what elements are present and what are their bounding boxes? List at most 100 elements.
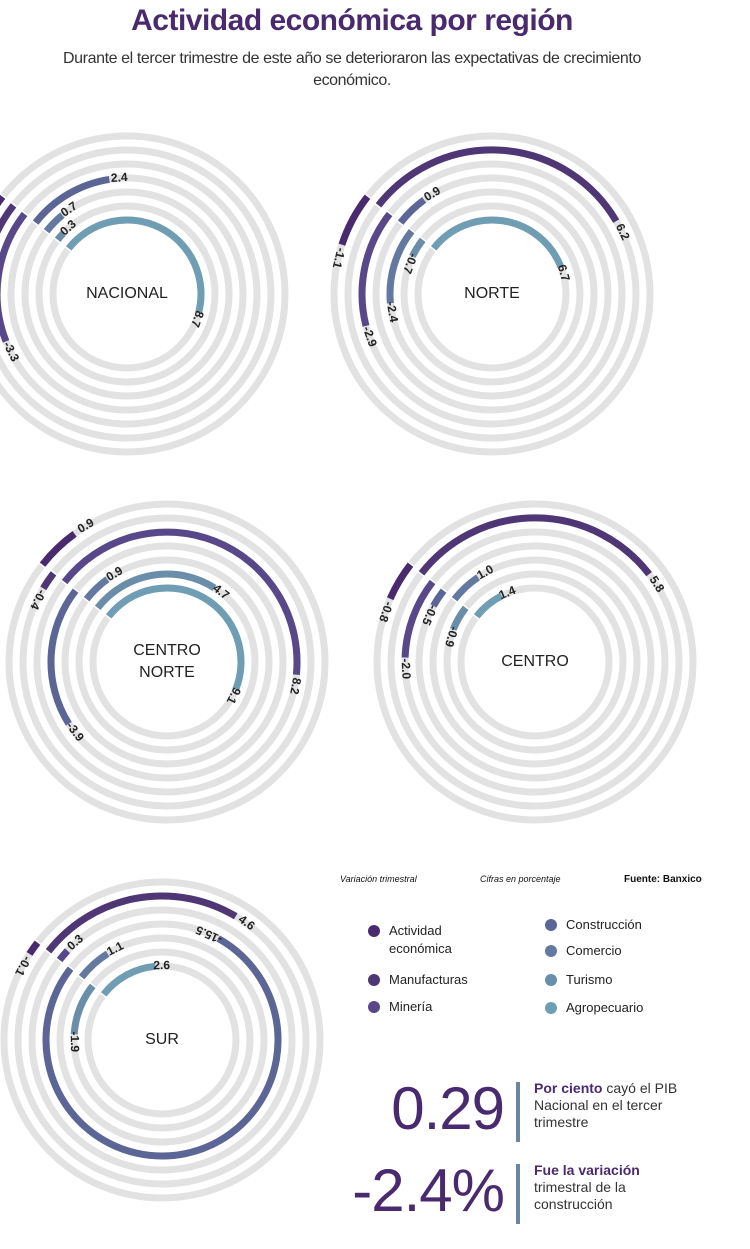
legend-item: Actividad económica [368, 922, 499, 958]
legend-dot [368, 974, 380, 986]
data-label: 1.1 [104, 938, 126, 958]
legend-dot [368, 1001, 380, 1013]
region-label: NORTE [464, 285, 520, 302]
kpi-pib: 0.29 Por ciento cayó el PIB Nacional en … [360, 1075, 690, 1150]
region-label: NORTE [139, 664, 195, 681]
bar-manufacturas [375, 146, 620, 223]
legend-item: Agropecuario [545, 999, 676, 1017]
track-ring [400, 202, 584, 386]
track-ring [70, 948, 254, 1132]
region-label: NACIONAL [86, 285, 168, 302]
kpi-divider [516, 1082, 520, 1142]
region-label: SUR [145, 1031, 179, 1048]
note-source: Fuente: Banxico [624, 874, 702, 885]
legend-label: Construcción [566, 917, 642, 932]
legend-label: Agropecuario [566, 1000, 644, 1015]
kpi-construccion: -2.4% Fue la variación trimestral de la … [352, 1157, 690, 1232]
bar-minería [358, 211, 393, 327]
bar-actividad-económica [0, 194, 6, 207]
bar-actividad-económica [386, 562, 414, 601]
bar-minería [61, 528, 301, 676]
region-label: CENTRO [501, 653, 569, 670]
bar-agropecuario [430, 216, 565, 269]
data-label: -0.9 [442, 625, 461, 649]
track-ring [372, 174, 612, 414]
kpi-rest: trimestral de la construcción [534, 1179, 626, 1212]
data-label: 8.7 [188, 309, 207, 330]
track-ring [21, 188, 233, 400]
track-ring [415, 542, 655, 782]
legend-label: Actividad económica [389, 923, 452, 956]
bar-turismo [54, 231, 66, 242]
bar-agropecuario [100, 962, 156, 997]
track-ring [19, 514, 315, 810]
data-label: 6.7 [555, 263, 573, 283]
track-ring [457, 584, 613, 740]
bar-actividad-económica [26, 940, 41, 956]
data-label: -2.9 [360, 324, 380, 348]
track-ring [7, 174, 247, 414]
bar-turismo [450, 605, 469, 631]
bar-agropecuario [473, 592, 504, 619]
track-ring [401, 528, 669, 796]
legend-label: Turismo [566, 972, 613, 987]
track-ring [443, 570, 627, 754]
data-label: -1.1 [330, 246, 348, 270]
track-ring [47, 542, 287, 782]
track-ring [429, 556, 641, 768]
data-label: -0.7 [400, 251, 420, 276]
kpi-value: 0.29 [391, 1075, 505, 1142]
legend-label: Manufacturas [389, 972, 468, 987]
kpi-text: Fue la variación trimestral de la constr… [534, 1162, 684, 1213]
data-label: -2.4 [384, 301, 401, 324]
note-variation: Variación trimestral [340, 874, 417, 884]
note-units: Cifras en porcentaje [480, 874, 561, 884]
bar-construcción [42, 935, 282, 1160]
bar-turismo [70, 983, 96, 1035]
track-ring [56, 934, 268, 1146]
legend-item: Construcción [545, 916, 676, 934]
track-ring [84, 962, 240, 1118]
legend-label: Minería [389, 999, 433, 1014]
chart-title: Actividad económica por región [131, 4, 573, 37]
kpi-strong: Por ciento [534, 1080, 603, 1096]
legend-label: Comercio [566, 943, 622, 958]
track-ring [0, 878, 324, 1202]
bar-manufacturas [418, 514, 652, 577]
bar-minería [0, 211, 28, 343]
track-ring [373, 500, 697, 824]
bar-construcción [430, 588, 447, 608]
bar-construcción [32, 175, 110, 225]
bar-comercio [386, 229, 415, 304]
data-label: -0.8 [376, 600, 396, 624]
legend-item: Turismo [545, 971, 676, 989]
data-label: -2.0 [398, 658, 413, 680]
bar-comercio [83, 576, 110, 602]
bar-turismo [94, 570, 217, 610]
bar-comercio [43, 212, 65, 234]
data-label: -1.9 [68, 1031, 82, 1052]
legend-item: Comercio [545, 942, 676, 960]
bar-minería [56, 948, 71, 963]
track-ring [35, 202, 219, 386]
track-ring [0, 132, 289, 456]
data-label: 2.6 [153, 958, 170, 972]
kpi-divider [516, 1164, 520, 1224]
track-ring [0, 146, 275, 442]
region-label: CENTRO [133, 642, 201, 659]
bar-agropecuario [105, 584, 245, 691]
bar-construcción [47, 588, 79, 726]
track-ring [5, 500, 329, 824]
data-label: 1.4 [497, 583, 518, 602]
legend-dot [545, 1002, 557, 1014]
data-label: 2.4 [110, 170, 128, 185]
bar-turismo [409, 237, 426, 258]
legend-item: Minería [368, 998, 499, 1016]
data-label: 9.1 [224, 685, 244, 706]
bar-manufacturas [0, 203, 17, 234]
bar-actividad-económica [39, 531, 77, 567]
legend-dot [545, 974, 557, 986]
